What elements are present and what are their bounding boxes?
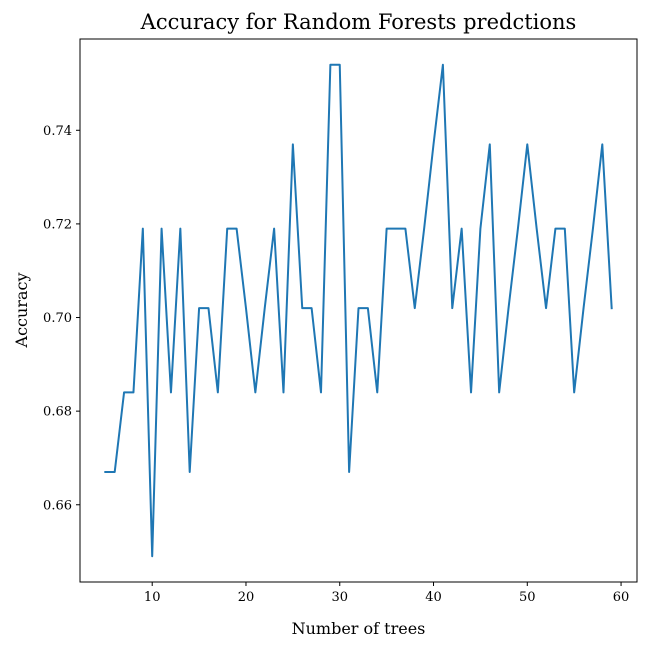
series-line bbox=[104, 63, 613, 558]
data-point bbox=[320, 391, 322, 393]
data-point bbox=[564, 228, 566, 230]
data-point bbox=[236, 228, 238, 230]
data-point bbox=[470, 391, 472, 393]
data-point bbox=[508, 307, 510, 309]
data-point bbox=[414, 307, 416, 309]
data-point bbox=[517, 228, 519, 230]
data-point bbox=[339, 64, 341, 66]
data-point bbox=[423, 228, 425, 230]
chart-title: Accuracy for Random Forests predctions bbox=[140, 10, 577, 34]
y-tick-label: 0.70 bbox=[43, 311, 72, 326]
data-point bbox=[161, 228, 163, 230]
data-point bbox=[114, 471, 116, 473]
data-point bbox=[226, 228, 228, 230]
data-point bbox=[554, 228, 556, 230]
data-point bbox=[442, 64, 444, 66]
series-layer bbox=[104, 63, 613, 558]
data-point bbox=[142, 228, 144, 230]
data-point bbox=[601, 143, 603, 145]
y-tick-label: 0.72 bbox=[43, 217, 72, 232]
data-point bbox=[254, 391, 256, 393]
y-tick-label: 0.66 bbox=[43, 498, 72, 513]
data-point bbox=[123, 391, 125, 393]
data-point bbox=[545, 307, 547, 309]
x-tick-label: 50 bbox=[519, 590, 536, 605]
data-point bbox=[489, 143, 491, 145]
data-point bbox=[386, 228, 388, 230]
data-point bbox=[132, 391, 134, 393]
ticks-layer: 10 20 30 40 50 60 0.66 0.68 0.70 0.72 0.74 bbox=[43, 124, 629, 605]
data-point bbox=[404, 228, 406, 230]
plot-area-frame bbox=[79, 38, 638, 583]
data-point bbox=[273, 228, 275, 230]
data-point bbox=[245, 307, 247, 309]
data-point bbox=[367, 307, 369, 309]
data-point bbox=[461, 228, 463, 230]
data-point bbox=[329, 64, 331, 66]
data-point bbox=[573, 391, 575, 393]
data-point bbox=[151, 555, 153, 557]
data-point bbox=[498, 391, 500, 393]
data-point bbox=[433, 143, 435, 145]
data-point bbox=[348, 471, 350, 473]
data-point bbox=[301, 307, 303, 309]
x-tick-label: 20 bbox=[238, 590, 255, 605]
data-point bbox=[198, 307, 200, 309]
y-tick-label: 0.74 bbox=[43, 124, 72, 139]
x-tick-label: 40 bbox=[425, 590, 442, 605]
data-point bbox=[104, 471, 106, 473]
data-point bbox=[376, 391, 378, 393]
data-point bbox=[179, 228, 181, 230]
data-point bbox=[264, 307, 266, 309]
data-point bbox=[526, 143, 528, 145]
data-point bbox=[592, 228, 594, 230]
y-tick-label: 0.68 bbox=[43, 405, 72, 420]
data-point bbox=[217, 391, 219, 393]
x-tick-label: 30 bbox=[331, 590, 348, 605]
data-point bbox=[395, 228, 397, 230]
data-point bbox=[207, 307, 209, 309]
data-point bbox=[536, 228, 538, 230]
data-point bbox=[358, 307, 360, 309]
x-axis-label: Number of trees bbox=[292, 619, 426, 638]
data-point bbox=[292, 143, 294, 145]
data-point bbox=[170, 391, 172, 393]
x-tick-label: 10 bbox=[144, 590, 161, 605]
data-point bbox=[311, 307, 313, 309]
data-point bbox=[189, 471, 191, 473]
data-point bbox=[583, 307, 585, 309]
data-point bbox=[451, 307, 453, 309]
data-point bbox=[611, 307, 613, 309]
data-point bbox=[282, 391, 284, 393]
x-tick-label: 60 bbox=[613, 590, 630, 605]
y-axis-label: Accuracy bbox=[12, 273, 31, 349]
data-point bbox=[479, 228, 481, 230]
